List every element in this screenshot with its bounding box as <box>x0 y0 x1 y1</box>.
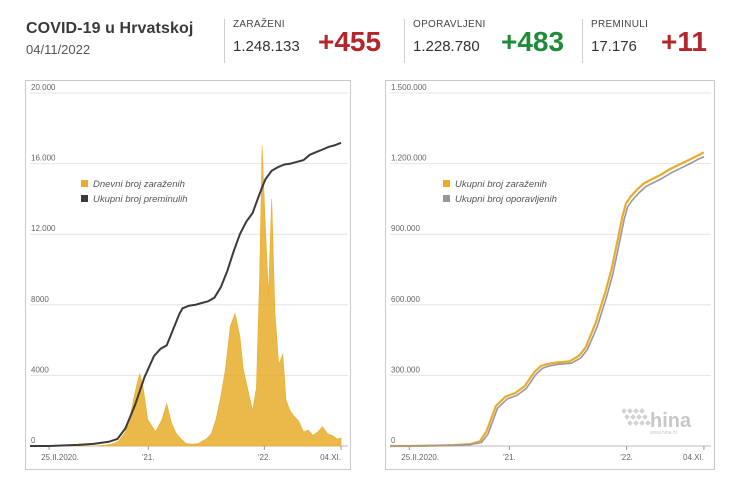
title-block: COVID-19 u Hrvatskoj 04/11/2022 <box>26 20 193 57</box>
stat-deaths: PREMINULI 17.176 +11 <box>582 19 722 63</box>
y-tick-label: 12.000 <box>31 224 56 233</box>
logo-sub: www.hina.hr <box>650 430 678 436</box>
stat-value: 1.248.133 <box>233 38 300 55</box>
stat-recovered: OPORAVLJENI 1.228.780 +483 <box>404 19 580 63</box>
series-line <box>390 156 705 447</box>
legend-label: Ukupni broj preminulih <box>93 194 188 205</box>
stat-value: 1.228.780 <box>413 38 480 55</box>
chart-panel-cumulative: 0 300.000 600.000 900.000 1.200.000 1.500.000… <box>385 80 715 470</box>
stat-infected: ZARAŽENI 1.248.133 +455 <box>224 19 396 63</box>
logo-mark <box>624 414 630 420</box>
y-tick-label: 20.000 <box>31 83 56 92</box>
y-tick-label: 300.000 <box>391 365 420 374</box>
stat-label: ZARAŽENI <box>233 19 285 30</box>
stat-delta: +483 <box>501 26 565 57</box>
logo-mark <box>627 408 633 414</box>
logo-mark <box>645 420 651 426</box>
legend-swatch <box>81 195 88 202</box>
legend-swatch <box>81 180 88 187</box>
stat-delta: +11 <box>661 26 707 57</box>
y-tick-label: 900.000 <box>391 224 420 233</box>
y-tick-label: 0 <box>31 436 36 445</box>
logo-mark <box>621 408 627 414</box>
series-line <box>390 151 705 448</box>
y-tick-label: 4000 <box>31 365 49 374</box>
y-tick-label: 16.000 <box>31 154 56 163</box>
legend-swatch <box>443 180 450 187</box>
x-tick-label: 25.II.2020. <box>41 453 79 462</box>
header: COVID-19 u Hrvatskoj 04/11/2022 ZARAŽENI… <box>0 0 730 70</box>
legend-label: Ukupni broj oporavljenih <box>455 194 557 205</box>
series-area <box>30 145 342 447</box>
page-date: 04/11/2022 <box>26 42 91 57</box>
y-tick-label: 1.200.000 <box>391 154 427 163</box>
series-line <box>30 141 342 447</box>
logo-mark <box>627 420 633 426</box>
x-tick-label: '22. <box>258 453 271 462</box>
logo-mark <box>633 420 639 426</box>
logo-text: hina <box>650 410 692 432</box>
x-tick-label: '21. <box>503 453 516 462</box>
y-tick-label: 8000 <box>31 295 49 304</box>
y-tick-label: 600.000 <box>391 295 420 304</box>
x-tick-label: 25.II.2020. <box>401 453 439 462</box>
logo-mark <box>636 414 642 420</box>
stat-value: 17.176 <box>591 38 637 55</box>
y-tick-label: 1.500.000 <box>391 83 427 92</box>
logo-mark <box>633 408 639 414</box>
page-title: COVID-19 u Hrvatskoj <box>26 20 194 37</box>
chart-daily-cases-deaths: 0 4000 8000 12.000 16.000 20.000 25.II.2020. '2… <box>30 83 348 462</box>
chart-cumulative: 0 300.000 600.000 900.000 1.200.000 1.500.000… <box>390 83 711 462</box>
logo-mark <box>630 414 636 420</box>
legend-swatch <box>443 195 450 202</box>
x-tick-label: 04.XI. <box>320 453 341 462</box>
logo-mark <box>639 420 645 426</box>
x-tick-label: '21. <box>142 453 155 462</box>
y-tick-label: 0 <box>391 436 396 445</box>
stat-label: OPORAVLJENI <box>413 19 486 30</box>
x-tick-label: '22. <box>620 453 633 462</box>
legend-label: Ukupni broj zaraženih <box>455 179 547 190</box>
logo-mark <box>642 414 648 420</box>
legend-label: Dnevni broj zaraženih <box>93 179 185 190</box>
stat-label: PREMINULI <box>591 19 649 30</box>
logo-mark <box>639 408 645 414</box>
chart-panel-daily: 0 4000 8000 12.000 16.000 20.000 25.II.2020. '2… <box>25 80 351 470</box>
x-tick-label: 04.XI. <box>683 453 704 462</box>
stat-delta: +455 <box>318 26 382 57</box>
